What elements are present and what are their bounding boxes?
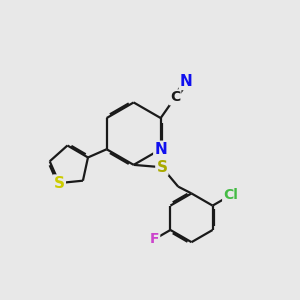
Text: S: S	[156, 160, 167, 175]
Text: C: C	[170, 90, 180, 104]
Text: F: F	[150, 232, 159, 246]
Text: S: S	[54, 176, 65, 190]
Text: Cl: Cl	[223, 188, 238, 202]
Text: N: N	[154, 142, 167, 157]
Text: N: N	[180, 74, 193, 89]
